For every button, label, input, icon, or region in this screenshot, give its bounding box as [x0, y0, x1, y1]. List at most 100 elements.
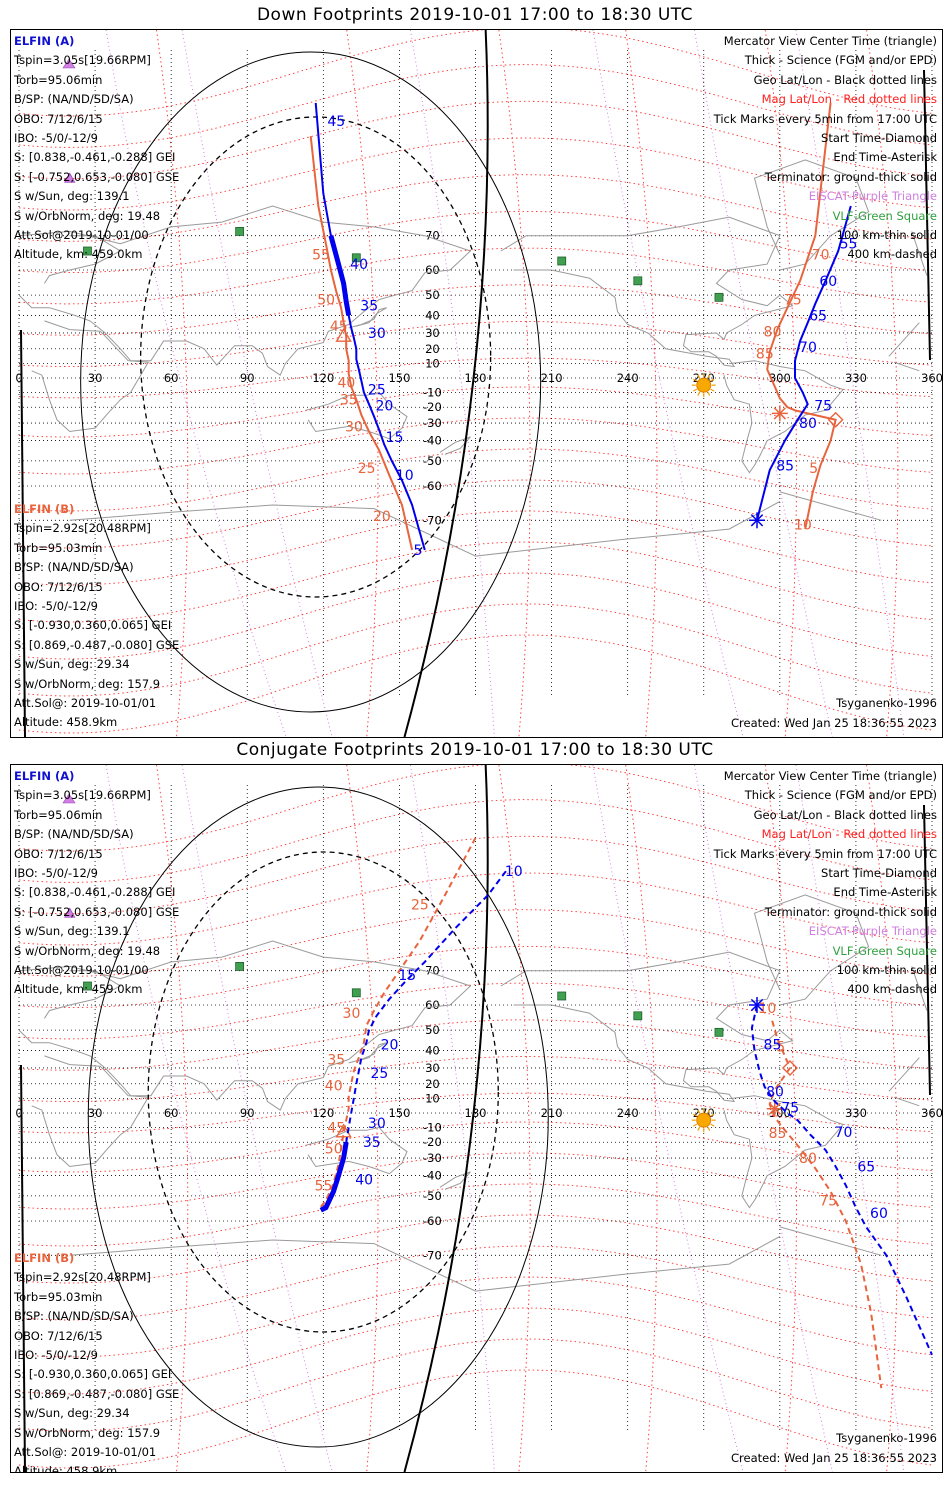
coastline [31, 1055, 150, 1168]
mag-lat-line [18, 510, 933, 586]
info-line: OBO: 7/12/6/15 [14, 846, 103, 861]
lon-tick-label: 0 [15, 1106, 22, 1120]
created-label: Created: Wed Jan 25 18:36:55 2023 [730, 716, 937, 730]
coastline [31, 320, 150, 433]
info-line: Tspin=3.05s[19.66RPM] [14, 53, 151, 68]
coastline [439, 1171, 471, 1190]
sun-icon [691, 1108, 716, 1133]
mag-lat-line [18, 1276, 933, 1358]
coastline [18, 205, 472, 376]
purple-dotted-line [105, 30, 287, 737]
map-canvas: 0306090120150180210240270300330360706050… [15, 30, 942, 737]
lat-tick-label: -10 [423, 385, 442, 399]
tick-mark-label: 30 [368, 326, 386, 342]
end-time-asterisk [766, 1100, 783, 1117]
legend-item: 100 km-thin solid [836, 228, 937, 243]
tick-mark-label: 25 [358, 461, 376, 477]
coastline [18, 940, 472, 1111]
info-line: Att.Sol@2019-10-01/00 [14, 228, 149, 243]
tick-mark-label: 60 [870, 1206, 888, 1222]
fov-100km-ellipse [87, 786, 549, 1448]
mag-lon-line [866, 30, 899, 737]
tick-mark-label: 30 [368, 1116, 386, 1132]
lat-tick-label: 70 [425, 229, 440, 243]
coastline [348, 1042, 387, 1064]
lon-tick-label: 240 [617, 1106, 639, 1120]
tick-mark-label: 55 [840, 237, 858, 253]
eiscat-inline-icon [62, 58, 76, 69]
coastline [348, 307, 387, 329]
info-line: S w/OrbNorm, deg: 19.48 [14, 943, 161, 958]
legend: Mercator View Center Time (triangle) Thi… [714, 767, 937, 1000]
info-line: Altitude, km: 459.0km [14, 982, 143, 997]
info-line: Tspin=2.92s[20.48RPM] [14, 1270, 151, 1285]
lat-tick-label: -40 [423, 1169, 442, 1183]
elfin-a-track-line [320, 870, 507, 1212]
mag-lat-line [18, 174, 933, 242]
legend-item: Start Time-Diamond [821, 866, 937, 881]
tick-mark-label: 75 [819, 1193, 837, 1209]
tick-mark-label: 75 [784, 292, 802, 308]
lat-tick-label: -30 [423, 416, 442, 430]
elfin-b-track-line [317, 837, 477, 1211]
coastline [911, 231, 928, 276]
vlf-site-marker [714, 1027, 724, 1037]
legend-item: 400 km-dashed [847, 982, 937, 997]
mag-lon-line [346, 30, 379, 737]
info-line: S: [0.869,-0.487,-0.080] GSE [14, 637, 180, 652]
conjugate-footprints-panel: 0306090120150180210240270300330360706050… [10, 764, 943, 1473]
info-line: Att.Sol@: 2019-10-01/01 [14, 1445, 157, 1460]
tick-mark-label: 35 [327, 1052, 345, 1068]
legend-item: End Time-Asterisk [833, 885, 937, 900]
vlf-site-marker [83, 246, 92, 256]
tick-mark-label: 65 [809, 308, 827, 324]
coastline [69, 1236, 781, 1292]
tick-mark-label: 40 [355, 1172, 373, 1188]
mag-lat-line [18, 1121, 933, 1173]
info-line: Att.Sol@2019-10-01/00 [14, 963, 149, 978]
panel-title: Down Footprints 2019-10-01 17:00 to 18:3… [256, 5, 694, 25]
elfin-b-track-east-line [766, 102, 837, 530]
tick-mark-label: 10 [396, 468, 414, 484]
tick-mark-label: 35 [363, 1135, 381, 1151]
lon-tick-label: 60 [164, 1106, 179, 1120]
tick-mark-label: 25 [368, 382, 386, 398]
info-line: S: [-0.930,0.360,0.065] GEI [14, 618, 172, 633]
coastline [888, 322, 920, 357]
vlf-site-marker [351, 988, 361, 998]
start-time-diamond [827, 411, 844, 428]
info-line: Altitude: 458.9km [14, 715, 118, 730]
map-canvas: 0306090120150180210240270300330360706050… [15, 765, 942, 1472]
info-line: S w/Sun, deg: 139.1 [14, 189, 130, 204]
lat-tick-label: 20 [425, 1077, 440, 1091]
info-line: Torb=95.06min [14, 72, 103, 87]
model-label: Tsyganenko-1996 [836, 696, 937, 710]
legend-item: VLF-Green Square [832, 943, 937, 958]
lat-tick-label: 40 [425, 1043, 440, 1057]
elfin-a-header: ELFIN (A) [14, 34, 75, 48]
mag-lon-line [764, 765, 797, 1472]
info-line: OBO: 7/12/6/15 [14, 1328, 103, 1343]
lat-tick-label: -60 [423, 479, 442, 493]
end-time-asterisk [749, 512, 766, 529]
info-line: B/SP: (NA/ND/SD/SA) [14, 560, 134, 575]
tick-mark-label: 45 [327, 114, 345, 130]
mag-lon-line [625, 30, 658, 737]
tick-mark-label: 65 [857, 1160, 875, 1176]
lat-tick-label: -20 [423, 1135, 442, 1149]
info-line: S: [-0.752,0.653,-0.080] GSE [14, 904, 180, 919]
vlf-site-marker [557, 991, 567, 1001]
lon-tick-label: 330 [845, 1106, 867, 1120]
legend-item: Thick - Science (FGM and/or EPD) [744, 53, 937, 68]
coastline [893, 1096, 920, 1107]
vlf-site-marker [633, 1011, 643, 1021]
lon-tick-label: 330 [845, 371, 867, 385]
tick-mark-label: 50 [317, 292, 335, 308]
tick-mark-label: 35 [360, 299, 378, 315]
tick-mark-label: 85 [764, 1038, 782, 1054]
lat-tick-label: 30 [425, 1061, 440, 1075]
info-line: S w/OrbNorm, deg: 157.9 [14, 1425, 161, 1440]
tick-mark-label: 60 [819, 274, 837, 290]
eiscat-inline-icon [62, 793, 76, 804]
coastline [753, 159, 870, 271]
